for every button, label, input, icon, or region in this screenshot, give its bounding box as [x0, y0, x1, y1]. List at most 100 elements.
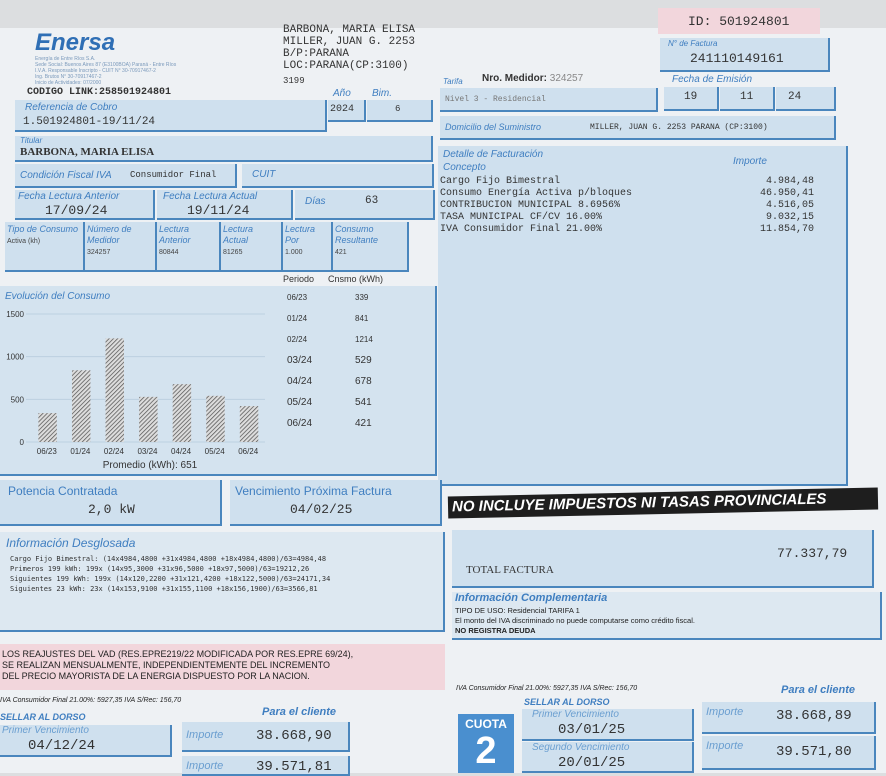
detalle-concepto: IVA Consumidor Final 21.00%	[440, 224, 603, 235]
emision-year-value: 24	[788, 91, 802, 103]
anio-label: Año	[333, 88, 351, 99]
desglose-line: Primeros 199 kWh: 199x (14x95,3000 +31x9…	[10, 565, 310, 573]
table-periodo: 01/24	[287, 314, 308, 323]
cuota1-importe1: Importe 38.668,90	[182, 722, 350, 752]
lecturas-cell: Activa (kh)	[7, 238, 41, 245]
brand-lines: Sede Social: Buenos Aires 87 (E3100BOA) …	[35, 62, 176, 86]
factura-number: 241110149161	[690, 51, 784, 66]
comp-line: El monto del IVA discriminado no puede c…	[455, 616, 695, 625]
enersa-logo: Enersa	[35, 29, 116, 56]
cuit-box: CUIT	[242, 164, 434, 188]
concepto-label: Concepto	[443, 162, 486, 173]
brand-line: Inicio de Actividades: 07/2000	[35, 80, 102, 86]
x-tick-label: 06/23	[37, 447, 58, 456]
detalle-importe: 9.032,15	[765, 212, 814, 223]
medidor-text: Nro. Medidor:	[482, 73, 547, 84]
detalle-row: CONTRIBUCION MUNICIPAL 8.6956% 4.516,05	[440, 200, 844, 212]
total-label: TOTAL FACTURA	[466, 564, 554, 576]
desglose-lines: Cargo Fijo Bimestral: (14x4984,4800 +31x…	[10, 554, 330, 594]
x-tick-label: 02/24	[104, 447, 125, 456]
anio-box: 2024	[328, 100, 366, 122]
chart-title: Evolución del Consumo	[5, 291, 110, 302]
x-tick-label: 06/24	[238, 447, 259, 456]
lecturas-cell: 81265	[223, 249, 243, 256]
fla-label: Fecha Lectura Anterior	[18, 191, 120, 202]
detalle-concepto: CONTRIBUCION MUNICIPAL 8.6956%	[440, 200, 621, 211]
desglose-line: Cargo Fijo Bimestral: (14x4984,4800 +31x…	[10, 555, 327, 563]
address-block: BARBONA, MARIA ELISA MILLER, JUAN G. 225…	[283, 24, 415, 72]
c2-primer-label: Primer Vencimiento	[532, 709, 619, 720]
importe1-label: Importe	[186, 729, 224, 741]
codigo-link: CODIGO LINK:258501924801	[27, 87, 172, 98]
table-consumo: 1214	[355, 335, 373, 344]
c2-importe1-label: Importe	[706, 706, 744, 718]
emision-label: Fecha de Emisión	[672, 74, 753, 85]
c2-segundo-value: 20/01/25	[558, 755, 626, 771]
ref-value: 1.501924801-19/11/24	[23, 116, 156, 128]
total-value: 77.337,79	[777, 546, 848, 561]
tarifa-box: Nivel 3 - Residencial	[440, 88, 658, 112]
c2-importe1-value: 38.668,89	[776, 708, 852, 724]
lecturas-header: Lectura Por	[285, 224, 316, 245]
x-tick-label: 05/24	[205, 447, 226, 456]
table-periodo: 02/24	[287, 335, 308, 344]
brand-line: Sede Social: Buenos Aires 87 (E3100BOA) …	[35, 62, 177, 68]
consumo-table-headers: Periodo Cnsmo (kWh)	[283, 274, 383, 285]
table-consumo: 529	[355, 355, 372, 366]
table-periodo: 06/23	[287, 293, 308, 302]
chart-bar	[139, 396, 158, 442]
factura-label: N° de Factura	[668, 39, 718, 48]
desglose-line: Siguientes 23 kWh: 23x (14x153,9100 +31x…	[10, 585, 318, 593]
cond-label: Condición Fiscal IVA	[20, 170, 112, 181]
chart-bar	[38, 413, 57, 442]
y-tick-label: 500	[11, 395, 25, 404]
table-periodo: 05/24	[287, 397, 312, 408]
consumo-box: Evolución del Consumo 0 500 1000 1500 06/23 01…	[0, 286, 437, 476]
chart-bar	[105, 338, 124, 442]
vencimiento-value: 04/02/25	[290, 502, 353, 517]
primer-label: Primer Vencimiento	[2, 725, 89, 736]
c2-primer-value: 03/01/25	[558, 722, 626, 738]
table-consumo: 421	[355, 418, 372, 429]
desglose-line: Siguientes 199 kWh: 199x (14x120,2200 +3…	[10, 575, 331, 583]
titular-label: Titular	[20, 136, 43, 145]
brand-sub: Energía de Entre Ríos S.A.	[35, 56, 96, 62]
chart-bar	[172, 384, 192, 442]
cuota2-importe2: Importe 39.571,80	[702, 736, 876, 770]
emision-month: 11	[720, 87, 775, 111]
titular-box: Titular BARBONA, MARIA ELISA	[15, 136, 433, 162]
aviso-line: SE REALIZAN MENSUALMENTE, INDEPENDIENTEM…	[2, 660, 331, 670]
detalle-concepto: TASA MUNICIPAL CF/CV 16.00%	[440, 212, 603, 223]
cuota-badge: CUOTA 2	[458, 714, 514, 773]
aviso-line: DEL PRECIO MAYORISTA DE LA ENERGIA DISPU…	[2, 671, 310, 681]
id-value: ID: 501924801	[688, 14, 790, 29]
detalle-row: Consumo Energía Activa p/bloques 46.950,4…	[440, 188, 844, 200]
chart-bar	[239, 406, 259, 442]
desglose-box: Información Desglosada Cargo Fijo Bimest…	[0, 532, 445, 632]
dias-value: 63	[365, 195, 379, 207]
lecturas-col: Lectura Anterior 80844	[157, 222, 221, 272]
importe-label: Importe	[733, 156, 767, 167]
brand-line: I.V.A. Responsable Inscripto - CUIT N° 3…	[35, 68, 156, 74]
no-deuda: NO REGISTRA DEUDA	[455, 626, 536, 635]
address-line: BARBONA, MARIA ELISA	[283, 24, 416, 36]
condicion-box: Condición Fiscal IVA Consumidor Final	[15, 164, 237, 188]
x-tick-label: 01/24	[70, 447, 91, 456]
periodo-header: Periodo	[283, 274, 315, 284]
bim-value: 6	[395, 104, 401, 114]
flac-label: Fecha Lectura Actual	[163, 191, 258, 202]
lecturas-col: Tipo de Consumo Activa (kh)	[5, 222, 85, 272]
lecturas-col: Lectura Actual 81265	[221, 222, 283, 272]
cuota2-importe1: Importe 38.668,89	[702, 702, 876, 734]
lecturas-header: Lectura Anterior	[159, 224, 191, 245]
cuota2-segundo: Segundo Vencimiento 20/01/25	[522, 742, 694, 773]
factura-box: N° de Factura 241110149161	[660, 38, 830, 72]
tarifa-value: Nivel 3 - Residencial	[445, 95, 546, 104]
c2-segundo-label: Segundo Vencimiento	[532, 742, 630, 753]
dias-label: Días	[305, 196, 326, 207]
cuit-label: CUIT	[252, 169, 276, 180]
address-line: MILLER, JUAN G. 2253	[283, 36, 416, 48]
potencia-box: Potencia Contratada 2,0 kW	[0, 480, 222, 526]
lecturas-col: Lectura Por 1.000	[283, 222, 333, 272]
consumo-chart: Evolución del Consumo 0 500 1000 1500 06/23 01…	[5, 291, 373, 471]
